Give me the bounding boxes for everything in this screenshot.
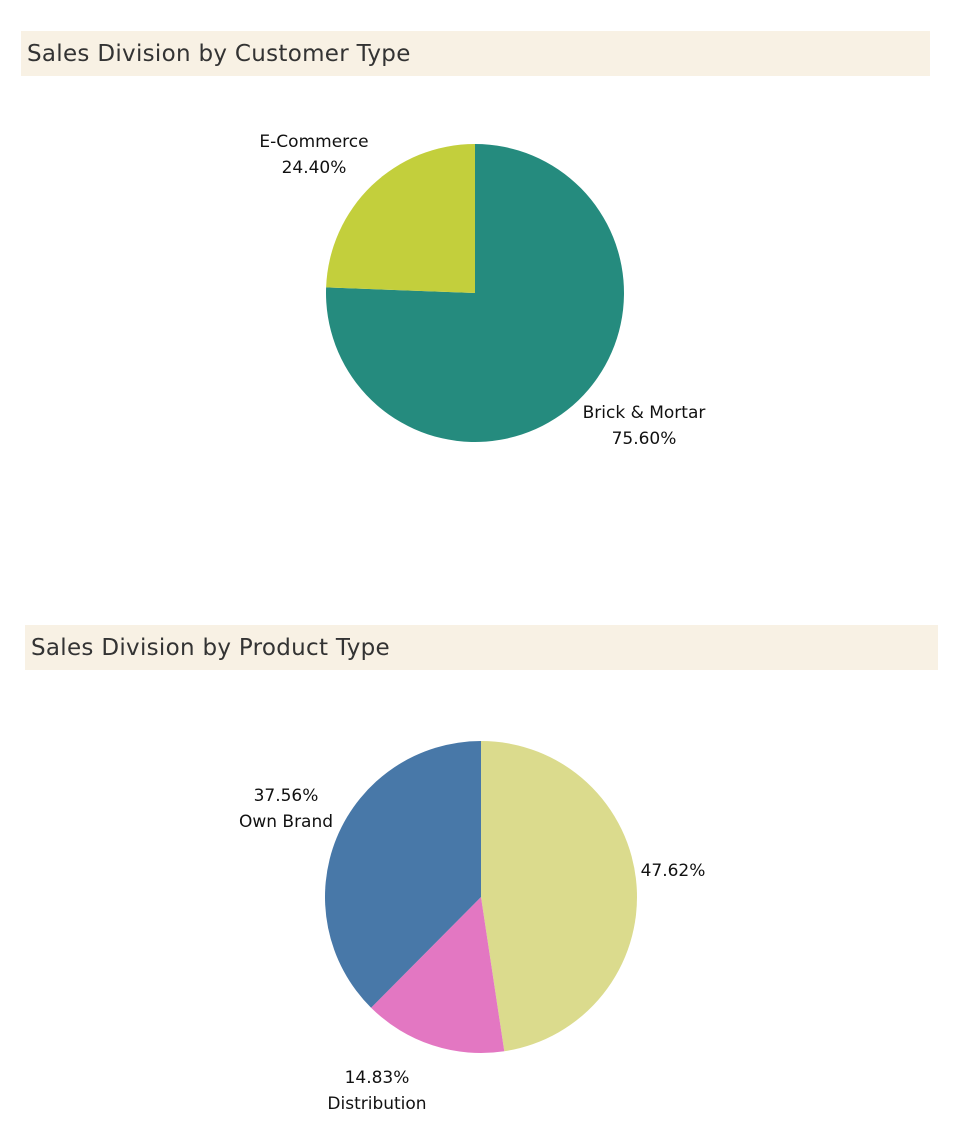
slice-label-distribution: 14.83% Distribution [327, 1068, 426, 1114]
pie-slice-slice-1 [481, 741, 638, 1052]
chart-title-customer-type: Sales Division by Customer Type [21, 31, 930, 76]
slice-percent-text: 24.40% [282, 158, 347, 178]
slice-percent-text: 37.56% [254, 786, 319, 806]
pie-slice-own-brand [325, 741, 481, 1008]
slice-label-slice-1: 47.62% [641, 861, 706, 881]
slice-percent-text: 14.83% [345, 1068, 410, 1088]
chart-title-text: Sales Division by Customer Type [27, 40, 411, 67]
chart-title-product-type: Sales Division by Product Type [25, 625, 938, 670]
slice-label-brick-mortar: Brick & Mortar 75.60% [583, 403, 706, 449]
slice-name-text: Brick & Mortar [583, 403, 706, 423]
pie-slice-distribution [371, 897, 505, 1053]
chart-title-text: Sales Division by Product Type [31, 634, 390, 661]
slice-percent-text: 75.60% [612, 429, 677, 449]
slice-name-text: E-Commerce [259, 132, 368, 152]
pie-slice-e-commerce [326, 144, 475, 293]
slice-label-own-brand: 37.56% Own Brand [239, 786, 333, 832]
slice-name-text: Distribution [327, 1094, 426, 1114]
slice-percent-text: 47.62% [641, 861, 706, 881]
slice-name-text: Own Brand [239, 812, 333, 832]
slice-label-e-commerce: E-Commerce 24.40% [259, 132, 368, 178]
